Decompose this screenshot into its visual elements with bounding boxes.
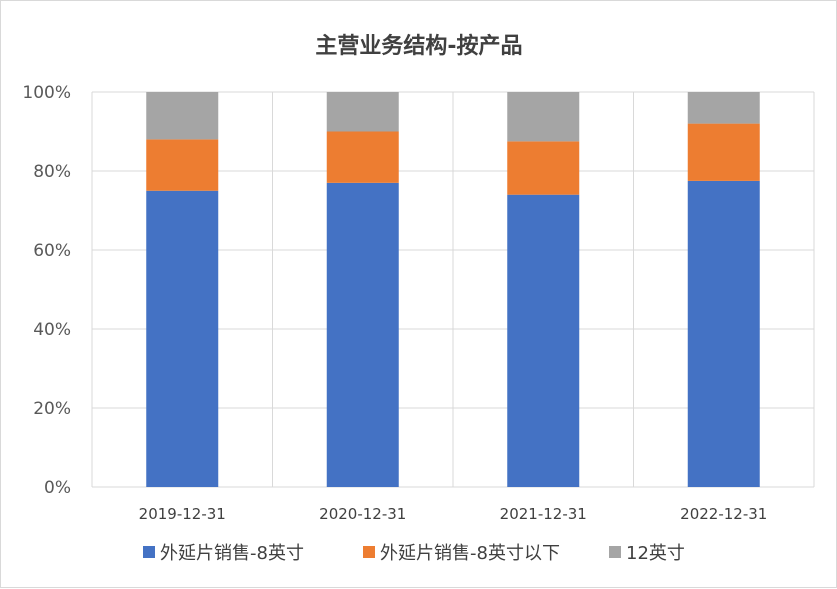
legend-label: 外延片销售-8英寸: [160, 543, 304, 564]
x-tick-label: 2022-12-31: [680, 505, 767, 523]
legend-label: 12英寸: [626, 543, 685, 564]
y-tick-label: 60%: [33, 241, 71, 261]
y-tick-label: 0%: [44, 478, 71, 498]
x-tick-label: 2019-12-31: [139, 505, 226, 523]
legend-swatch: [363, 546, 375, 558]
bar-segment: [146, 92, 219, 140]
y-tick-label: 100%: [22, 83, 71, 103]
bar-segment: [507, 141, 580, 195]
legend: 外延片销售-8英寸 外延片销售-8英寸以下 12英寸: [143, 543, 685, 564]
y-tick-label: 80%: [33, 162, 71, 182]
x-tick-label: 2020-12-31: [319, 505, 406, 523]
chart-title: 主营业务结构-按产品: [315, 33, 522, 59]
bar-segment: [326, 92, 399, 132]
y-tick-label: 40%: [33, 320, 71, 340]
bar-segment: [146, 190, 219, 487]
x-axis-ticks: 2019-12-31 2020-12-31 2021-12-31 2022-12-31: [139, 505, 768, 523]
legend-swatch: [143, 546, 155, 558]
bar-segment: [507, 92, 580, 142]
bar-segment: [326, 182, 399, 487]
bar-segment: [687, 92, 760, 124]
bar-segment: [687, 123, 760, 181]
y-axis-ticks: 0% 20% 40% 60% 80% 100%: [22, 83, 71, 498]
bar-segment: [326, 131, 399, 183]
legend-swatch: [609, 546, 621, 558]
bar-segment: [507, 194, 580, 487]
bar-segment: [146, 139, 219, 191]
y-tick-label: 20%: [33, 399, 71, 419]
bar-segment: [687, 180, 760, 487]
legend-label: 外延片销售-8英寸以下: [380, 543, 560, 564]
x-tick-label: 2021-12-31: [500, 505, 587, 523]
bars: [146, 92, 760, 487]
